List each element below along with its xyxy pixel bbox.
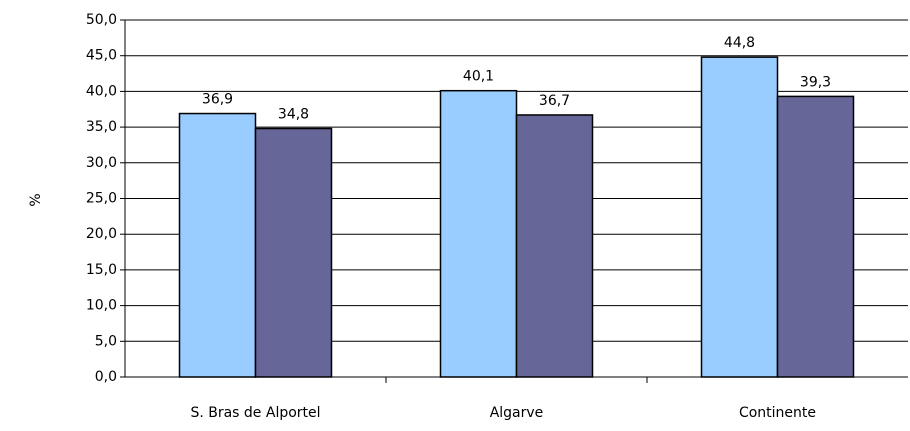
y-tick-label: 25,0 xyxy=(86,191,117,207)
y-tick-label: 0,0 xyxy=(95,369,117,385)
bar xyxy=(700,56,779,378)
x-tick-label: Algarve xyxy=(490,405,544,421)
data-label: 36,7 xyxy=(539,93,570,109)
y-tick-label: 50,0 xyxy=(86,12,117,28)
bar xyxy=(776,95,855,378)
y-tick-label: 35,0 xyxy=(86,119,117,135)
data-label: 36,9 xyxy=(202,92,233,108)
x-tick-label: Continente xyxy=(739,405,816,421)
y-tick-label: 45,0 xyxy=(86,48,117,64)
y-axis-label: % xyxy=(28,193,44,206)
bar xyxy=(178,112,257,378)
data-label: 39,3 xyxy=(800,74,831,90)
y-tick-label: 10,0 xyxy=(86,298,117,314)
y-tick-label: 40,0 xyxy=(86,83,117,99)
x-tick-label: S. Bras de Alportel xyxy=(190,405,320,421)
bar xyxy=(254,127,333,378)
y-tick-label: 30,0 xyxy=(86,155,117,171)
y-tick-label: 15,0 xyxy=(86,262,117,278)
bar xyxy=(439,89,518,378)
y-tick-label: 20,0 xyxy=(86,226,117,242)
bar xyxy=(515,114,594,378)
data-label: 44,8 xyxy=(724,35,755,51)
data-label: 40,1 xyxy=(463,69,494,85)
data-label: 34,8 xyxy=(278,107,309,123)
y-tick-label: 5,0 xyxy=(95,333,117,349)
